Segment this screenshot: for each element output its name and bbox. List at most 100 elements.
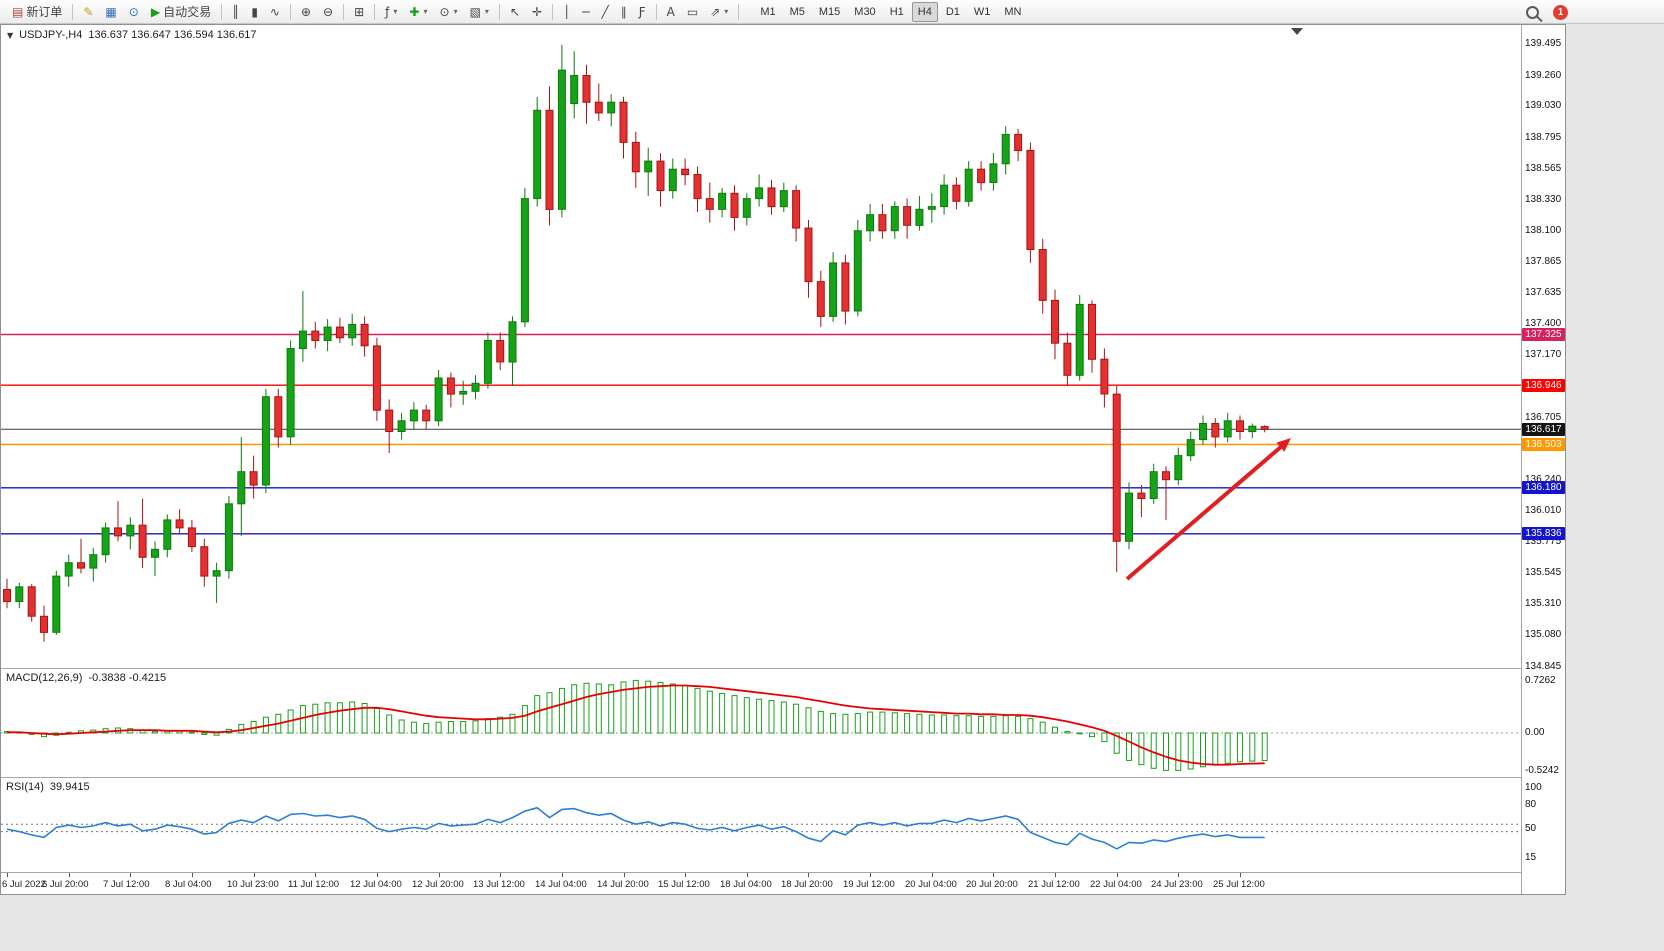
candle (237, 436, 246, 536)
pane-separator[interactable] (1, 668, 1565, 669)
candle (101, 522, 110, 563)
time-tick (1240, 873, 1241, 877)
horizontal-line-icon: ─ (582, 4, 590, 19)
autotrading-button[interactable]: ▶ 自动交易 (146, 1, 216, 23)
candle (286, 340, 295, 445)
time-tick (624, 873, 625, 877)
trend-arrow-line[interactable] (1125, 444, 1284, 581)
candle (126, 517, 135, 550)
cursor-button[interactable]: ↖ (505, 1, 525, 23)
text-label-button[interactable]: ▭ (682, 1, 703, 23)
candle (224, 495, 233, 579)
quick-trade-collapse-icon[interactable]: ▼ (7, 30, 14, 40)
price-badge-136.946: 136.946 (1522, 378, 1565, 392)
candle (434, 370, 443, 427)
add-indicator-button[interactable]: ✚ ▾ (404, 1, 432, 23)
candle (1162, 466, 1170, 520)
candles-button[interactable]: ▮ (246, 1, 263, 23)
time-axis-label: 24 Jul 23:00 (1151, 879, 1203, 890)
fibonacci-button[interactable]: Ƒ (634, 1, 651, 23)
indicators-button[interactable]: ƒ ▾ (380, 1, 402, 23)
time-tick (377, 873, 378, 877)
price-axis-label: 138.795 (1525, 131, 1562, 143)
new-order-button[interactable]: ▤ 新订单 (7, 1, 67, 23)
chart-shift-marker-icon (1291, 28, 1303, 35)
crosshair-button[interactable]: ✛ (527, 1, 547, 23)
time-tick (562, 873, 563, 877)
candle (261, 388, 270, 494)
candle (1199, 415, 1207, 445)
rsi-pane[interactable]: RSI(14) 39.9415 (1, 778, 1521, 872)
macd-label: MACD(12,26,9) -0.3838 -0.4215 (6, 672, 166, 684)
dropdown-caret-icon: ▾ (453, 7, 458, 16)
time-tick (69, 873, 70, 877)
timeframe-d1-button[interactable]: D1 (945, 5, 960, 18)
line-chart-icon: ∿ (269, 4, 280, 19)
timeframe-m1-button[interactable]: M1 (760, 5, 776, 18)
data-window-icon: ⊙ (128, 4, 139, 19)
timeframe-m30-button[interactable]: M30 (854, 5, 876, 18)
vertical-line-button[interactable]: │ (558, 1, 575, 23)
dropdown-caret-icon: ▾ (393, 7, 398, 16)
timeframe-toolbar: M1 M5 M15 M30 H1 H4 D1 W1 MN (753, 1, 1028, 22)
zoom-out-button[interactable]: ⊖ (318, 1, 338, 23)
equidistant-channel-button[interactable]: ∥ (616, 1, 632, 23)
price-pane[interactable]: ▼ USDJPY-,H4 136.637 136.647 136.594 136… (1, 25, 1521, 668)
time-tick (7, 873, 8, 877)
toolbar-separator (498, 3, 500, 20)
timeframe-m5-button[interactable]: M5 (789, 5, 805, 18)
periods-button[interactable]: ⊙ ▾ (435, 1, 463, 23)
bars-button[interactable]: ║ (227, 1, 244, 23)
time-axis-label: 18 Jul 20:00 (781, 879, 833, 890)
text-button[interactable]: A (662, 1, 680, 23)
price-badge-137.325: 137.325 (1522, 328, 1565, 341)
time-axis[interactable]: 6 Jul 2022 6 Jul 20:00 7 Jul 12:00 8 Jul 04… (1, 873, 1521, 894)
market-watch-button[interactable]: ▦ (100, 1, 121, 23)
zoom-out-icon: ⊖ (323, 4, 334, 19)
line-chart-button[interactable]: ∿ (265, 1, 285, 23)
timeframe-w1-button[interactable]: W1 (973, 5, 991, 18)
candle (114, 501, 122, 542)
candle (841, 254, 850, 325)
candle (582, 64, 591, 124)
candle (1038, 238, 1047, 314)
price-chart-canvas[interactable] (1, 25, 1521, 668)
data-window-button[interactable]: ⊙ (124, 1, 144, 23)
zoom-in-button[interactable]: ⊕ (296, 1, 316, 23)
timeframe-m15-button[interactable]: M15 (818, 5, 841, 18)
candle (372, 337, 381, 421)
price-axis[interactable]: 139.495 139.260 139.030 138.795 138.565 138.3… (1521, 25, 1565, 894)
trendline-button[interactable]: ╱ (597, 1, 614, 23)
candle (619, 96, 628, 159)
time-axis-label: 19 Jul 12:00 (843, 879, 895, 890)
arrows-button[interactable]: ⇗ ▾ (705, 1, 733, 23)
timeframe-h4-button[interactable]: H4 (911, 1, 938, 22)
candle (348, 313, 357, 346)
tile-windows-button[interactable]: ⊞ (349, 1, 369, 23)
candle (1051, 289, 1059, 360)
time-tick (747, 873, 748, 877)
pane-separator[interactable] (1, 777, 1565, 778)
candle (335, 317, 344, 344)
horizontal-line-button[interactable]: ─ (577, 1, 594, 23)
timeframe-mn-button[interactable]: MN (1004, 5, 1022, 18)
macd-pane[interactable]: MACD(12,26,9) -0.3838 -0.4215 (1, 669, 1521, 777)
timeframe-h1-button[interactable]: H1 (889, 5, 904, 18)
candle (249, 455, 258, 499)
candle (508, 316, 517, 386)
rsi-name: RSI(14) (6, 781, 44, 793)
search-icon[interactable] (1526, 5, 1539, 19)
notification-badge[interactable]: 1 (1553, 4, 1568, 20)
dropdown-caret-icon: ▾ (484, 7, 489, 16)
candle (1075, 295, 1084, 381)
new-order-icon: ▤ (12, 4, 24, 19)
price-axis-label: 138.330 (1525, 194, 1562, 205)
macd-signal-line (7, 684, 1265, 766)
templates-button[interactable]: ▧ ▾ (465, 1, 494, 23)
metaeditor-button[interactable]: ✎ (78, 1, 98, 23)
price-axis-label: 139.495 (1525, 38, 1562, 49)
candle (323, 319, 332, 352)
price-badge-136.180: 136.180 (1522, 481, 1565, 495)
templates-icon: ▧ (469, 4, 481, 19)
trendline-icon: ╱ (601, 4, 609, 19)
